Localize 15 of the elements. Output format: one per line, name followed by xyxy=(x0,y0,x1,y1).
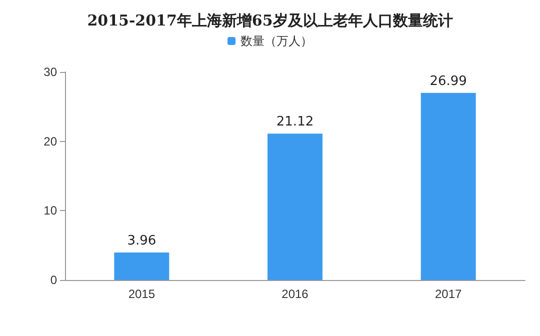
y-tick-label: 30 xyxy=(44,65,58,79)
bar xyxy=(420,92,476,280)
legend-label: 数量（万人） xyxy=(240,34,312,48)
x-tick-label: 2015 xyxy=(128,287,156,301)
chart-title: 2015-2017年上海新增65岁及以上老年人口数量统计 xyxy=(87,12,453,30)
data-label: 21.12 xyxy=(276,114,314,130)
y-tick-label: 10 xyxy=(44,204,58,218)
bar xyxy=(268,134,322,280)
x-tick-label: 2017 xyxy=(434,287,462,301)
data-label: 3.96 xyxy=(127,234,156,249)
y-tick-label: 0 xyxy=(50,273,58,287)
x-tick-label: 2016 xyxy=(282,287,309,301)
data-label: 26.99 xyxy=(430,74,467,89)
y-tick-label: 20 xyxy=(44,134,58,148)
bar xyxy=(114,252,170,280)
